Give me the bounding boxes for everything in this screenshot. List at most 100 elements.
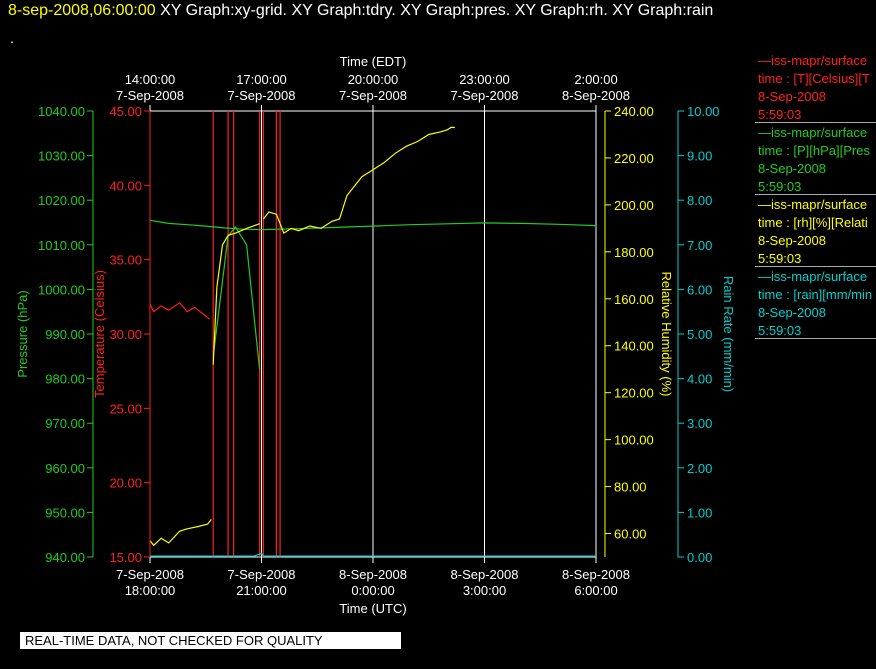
x-tick-label-bottom-time: 6:00:00 [574, 583, 617, 598]
graph-header: 8-sep-2008,06:00:00 XY Graph:xy-grid. XY… [8, 2, 713, 20]
pressure-series-line [212, 225, 261, 370]
temperature-series-line [149, 302, 210, 320]
pressure-tick-label: 960.00 [45, 461, 85, 476]
x-tick-label-bottom-time: 3:00:00 [463, 583, 506, 598]
rain-axis-label: Rain Rate (mm/min) [721, 276, 736, 392]
pressure-tick-label: 990.00 [45, 327, 85, 342]
humidity-tick-label: 160.00 [614, 292, 654, 307]
legend-rain-field: time : [rain][mm/min [758, 287, 873, 302]
x-tick-label-bottom-time: 18:00:00 [125, 583, 176, 598]
axes-layer: 7-Sep-200818:00:0014:00:007-Sep-20087-Se… [15, 54, 736, 616]
legend-divider [755, 266, 876, 267]
temperature-tick-label: 20.00 [109, 476, 142, 491]
humidity-axis-label: Relative Humidity (%) [659, 272, 674, 397]
humidity-series-line [149, 519, 212, 547]
temperature-tick-label: 25.00 [109, 401, 142, 416]
pressure-tick-label: 1030.00 [38, 149, 85, 164]
x-tick-label-top-time: 14:00:00 [125, 72, 176, 87]
legend-divider [755, 194, 876, 195]
rain-tick-label: 9.00 [687, 149, 712, 164]
x-tick-label-bottom-date: 8-Sep-2008 [451, 567, 519, 582]
pressure-tick-label: 940.00 [45, 550, 85, 565]
legend-entry-humidity[interactable]: —iss-mapr/surface time : [rh][%][Relati … [758, 196, 868, 268]
x-tick-label-bottom-date: 7-Sep-2008 [228, 567, 296, 582]
x-tick-label-bottom-date: 8-Sep-2008 [562, 567, 630, 582]
x-tick-label-top-time: 20:00:00 [348, 72, 399, 87]
x-tick-label-top-date: 7-Sep-2008 [228, 88, 296, 103]
x-axis-label-bottom: Time (UTC) [339, 601, 406, 616]
humidity-tick-label: 80.00 [614, 480, 647, 495]
x-tick-label-top-time: 17:00:00 [236, 72, 287, 87]
missing-data-markers [212, 111, 281, 557]
temperature-tick-label: 45.00 [109, 104, 142, 119]
legend-pressure-date: 8-Sep-2008 [758, 161, 826, 176]
x-tick-label-bottom-date: 7-Sep-2008 [116, 567, 184, 582]
header-title-xy-grid[interactable]: XY Graph:xy-grid. [160, 2, 287, 19]
legend-temperature-time: 5:59:03 [758, 107, 802, 122]
legend-divider [755, 122, 876, 123]
legend-rain-source: —iss-mapr/surface [758, 269, 868, 284]
humidity-tick-label: 120.00 [614, 386, 654, 401]
humidity-tick-label: 180.00 [614, 245, 654, 260]
humidity-tick-label: 200.00 [614, 198, 654, 213]
legend-pressure-time: 5:59:03 [758, 179, 802, 194]
x-tick-label-top-date: 7-Sep-2008 [339, 88, 407, 103]
temperature-tick-label: 30.00 [109, 327, 142, 342]
humidity-tick-label: 140.00 [614, 339, 654, 354]
rain-tick-label: 4.00 [687, 372, 712, 387]
temperature-tick-label: 40.00 [109, 178, 142, 193]
rain-tick-label: 2.00 [687, 461, 712, 476]
rain-series-line [150, 552, 596, 557]
rain-tick-label: 6.00 [687, 282, 712, 297]
legend-entry-pressure[interactable]: —iss-mapr/surface time : [P][hPa][Pres 8… [758, 124, 870, 196]
rain-tick-label: 8.00 [687, 193, 712, 208]
quality-disclaimer: REAL-TIME DATA, NOT CHECKED FOR QUALITY [20, 632, 401, 649]
legend-temperature-field: time : [T][Celsius][T [758, 71, 870, 86]
header-title-rh[interactable]: XY Graph:rh. [514, 2, 608, 19]
x-tick-label-top-date: 7-Sep-2008 [116, 88, 184, 103]
pressure-axis-label: Pressure (hPa) [15, 290, 30, 377]
legend-rain-date: 8-Sep-2008 [758, 305, 826, 320]
x-tick-label-bottom-time: 0:00:00 [351, 583, 394, 598]
series-layer [149, 126, 597, 557]
legend-temperature-date: 8-Sep-2008 [758, 89, 826, 104]
humidity-tick-label: 220.00 [614, 151, 654, 166]
legend-humidity-time: 5:59:03 [758, 251, 802, 266]
rain-tick-label: 10.00 [687, 104, 720, 119]
legend-humidity-date: 8-Sep-2008 [758, 233, 826, 248]
x-axis-label-top: Time (EDT) [340, 54, 407, 69]
pressure-series-line [149, 219, 597, 231]
legend-temperature-source: —iss-mapr/surface [758, 53, 868, 68]
temperature-tick-label: 15.00 [109, 550, 142, 565]
header-title-rain[interactable]: XY Graph:rain [612, 2, 714, 19]
legend-entry-temperature[interactable]: —iss-mapr/surface time : [T][Celsius][T … [758, 52, 870, 124]
rain-tick-label: 3.00 [687, 416, 712, 431]
legend-entry-rain[interactable]: —iss-mapr/surface time : [rain][mm/min 8… [758, 268, 872, 340]
x-tick-label-top-date: 8-Sep-2008 [562, 88, 630, 103]
pressure-tick-label: 950.00 [45, 505, 85, 520]
legend-divider [755, 338, 876, 339]
pressure-tick-label: 1000.00 [38, 282, 85, 297]
rain-tick-label: 1.00 [687, 505, 712, 520]
humidity-tick-label: 240.00 [614, 104, 654, 119]
x-tick-label-top-time: 2:00:00 [574, 72, 617, 87]
header-timestamp: 8-sep-2008,06:00:00 [8, 2, 156, 19]
humidity-series-line [212, 223, 260, 365]
grid-layer [150, 110, 597, 558]
pressure-tick-label: 1010.00 [38, 238, 85, 253]
rain-tick-label: 5.00 [687, 327, 712, 342]
legend-humidity-source: —iss-mapr/surface [758, 197, 868, 212]
humidity-series-line [262, 126, 455, 234]
x-tick-label-bottom-time: 21:00:00 [236, 583, 287, 598]
humidity-tick-label: 60.00 [614, 527, 647, 542]
pressure-tick-label: 980.00 [45, 372, 85, 387]
header-title-pres[interactable]: XY Graph:pres. [400, 2, 511, 19]
temperature-axis-label: Temperature (Celsius) [92, 270, 107, 398]
pressure-tick-label: 1040.00 [38, 104, 85, 119]
temperature-tick-label: 35.00 [109, 253, 142, 268]
header-dot: . [10, 30, 14, 46]
header-title-tdry[interactable]: XY Graph:tdry. [291, 2, 396, 19]
x-tick-label-bottom-date: 8-Sep-2008 [339, 567, 407, 582]
pressure-tick-label: 1020.00 [38, 193, 85, 208]
